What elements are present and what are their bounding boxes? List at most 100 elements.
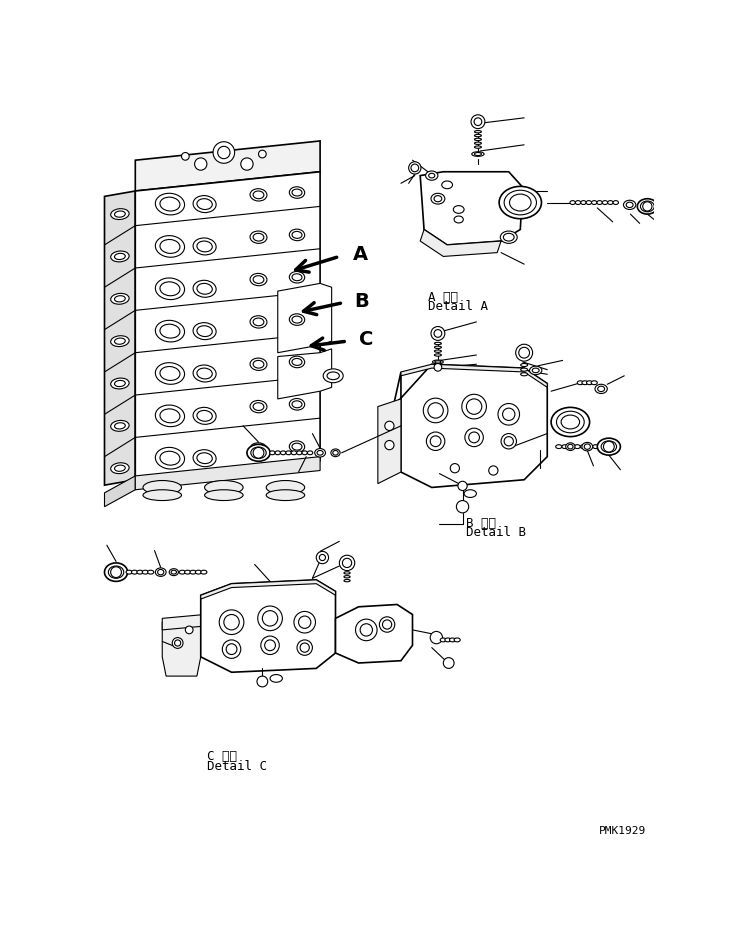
Ellipse shape — [155, 236, 184, 257]
Circle shape — [461, 394, 486, 419]
Ellipse shape — [454, 638, 460, 642]
Ellipse shape — [197, 199, 212, 210]
Ellipse shape — [292, 443, 302, 450]
Ellipse shape — [577, 381, 583, 385]
Circle shape — [241, 158, 253, 170]
Ellipse shape — [327, 372, 339, 380]
Ellipse shape — [292, 274, 302, 280]
Circle shape — [519, 348, 529, 358]
Ellipse shape — [323, 369, 343, 383]
Ellipse shape — [333, 450, 338, 455]
Ellipse shape — [510, 194, 531, 211]
Circle shape — [319, 555, 325, 560]
Ellipse shape — [114, 211, 125, 218]
Polygon shape — [200, 580, 335, 673]
Circle shape — [258, 606, 282, 631]
Circle shape — [294, 612, 316, 633]
Text: B 詳細: B 詳細 — [466, 517, 496, 530]
Ellipse shape — [551, 408, 590, 437]
Circle shape — [467, 399, 482, 414]
Ellipse shape — [595, 384, 607, 393]
Circle shape — [226, 644, 237, 655]
Ellipse shape — [179, 570, 185, 574]
Ellipse shape — [499, 186, 542, 219]
Ellipse shape — [155, 405, 184, 427]
Circle shape — [224, 615, 239, 630]
Text: Detail A: Detail A — [428, 300, 488, 313]
Circle shape — [430, 632, 443, 644]
Ellipse shape — [582, 381, 588, 385]
Ellipse shape — [431, 193, 445, 204]
Circle shape — [465, 428, 483, 446]
Circle shape — [343, 559, 351, 567]
Circle shape — [430, 436, 441, 446]
Ellipse shape — [155, 447, 184, 469]
Ellipse shape — [250, 231, 267, 243]
Ellipse shape — [143, 490, 182, 501]
Ellipse shape — [601, 441, 617, 452]
Ellipse shape — [253, 403, 264, 410]
Ellipse shape — [289, 398, 305, 410]
Ellipse shape — [475, 142, 481, 144]
Ellipse shape — [289, 187, 305, 199]
Circle shape — [339, 555, 355, 571]
Circle shape — [262, 611, 278, 626]
Ellipse shape — [475, 130, 481, 133]
Ellipse shape — [582, 443, 593, 451]
Circle shape — [488, 466, 498, 475]
Ellipse shape — [197, 453, 212, 464]
Ellipse shape — [292, 232, 302, 238]
Ellipse shape — [197, 283, 212, 294]
Text: C: C — [359, 330, 373, 349]
Circle shape — [443, 657, 454, 669]
Ellipse shape — [197, 326, 212, 336]
Ellipse shape — [292, 358, 302, 366]
Circle shape — [456, 501, 469, 513]
Ellipse shape — [155, 193, 184, 215]
Ellipse shape — [591, 381, 597, 385]
Ellipse shape — [475, 139, 481, 141]
Ellipse shape — [155, 363, 184, 385]
Circle shape — [458, 482, 467, 490]
Ellipse shape — [142, 570, 149, 574]
Ellipse shape — [160, 239, 180, 254]
Polygon shape — [104, 476, 136, 506]
Ellipse shape — [297, 451, 302, 455]
Circle shape — [316, 551, 329, 563]
Ellipse shape — [434, 342, 441, 345]
Ellipse shape — [570, 200, 575, 204]
Ellipse shape — [160, 367, 180, 380]
Ellipse shape — [292, 316, 302, 323]
Ellipse shape — [289, 314, 305, 325]
Ellipse shape — [193, 323, 216, 340]
Ellipse shape — [475, 146, 481, 148]
Ellipse shape — [597, 438, 620, 455]
Ellipse shape — [109, 566, 124, 579]
Ellipse shape — [521, 372, 528, 376]
Ellipse shape — [529, 366, 542, 374]
Circle shape — [299, 616, 311, 628]
Text: Detail B: Detail B — [466, 526, 526, 540]
Ellipse shape — [111, 294, 129, 304]
Ellipse shape — [253, 234, 264, 241]
Circle shape — [360, 624, 373, 636]
Ellipse shape — [521, 368, 528, 371]
Ellipse shape — [593, 445, 599, 448]
Ellipse shape — [253, 276, 264, 283]
Ellipse shape — [464, 490, 477, 498]
Circle shape — [411, 164, 418, 172]
Ellipse shape — [111, 421, 129, 431]
Ellipse shape — [623, 200, 636, 210]
Circle shape — [222, 640, 241, 658]
Circle shape — [428, 403, 443, 418]
Ellipse shape — [317, 450, 323, 455]
Text: C 詳細: C 詳細 — [207, 750, 237, 764]
Ellipse shape — [450, 638, 456, 642]
Circle shape — [253, 447, 264, 458]
Circle shape — [515, 344, 533, 361]
Polygon shape — [401, 364, 547, 388]
Ellipse shape — [137, 570, 143, 574]
Ellipse shape — [434, 353, 441, 356]
Ellipse shape — [143, 481, 182, 494]
Ellipse shape — [331, 449, 340, 457]
